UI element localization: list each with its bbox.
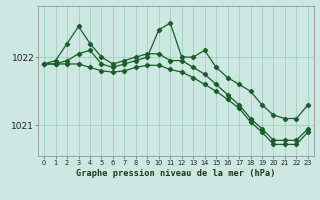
X-axis label: Graphe pression niveau de la mer (hPa): Graphe pression niveau de la mer (hPa): [76, 169, 276, 178]
